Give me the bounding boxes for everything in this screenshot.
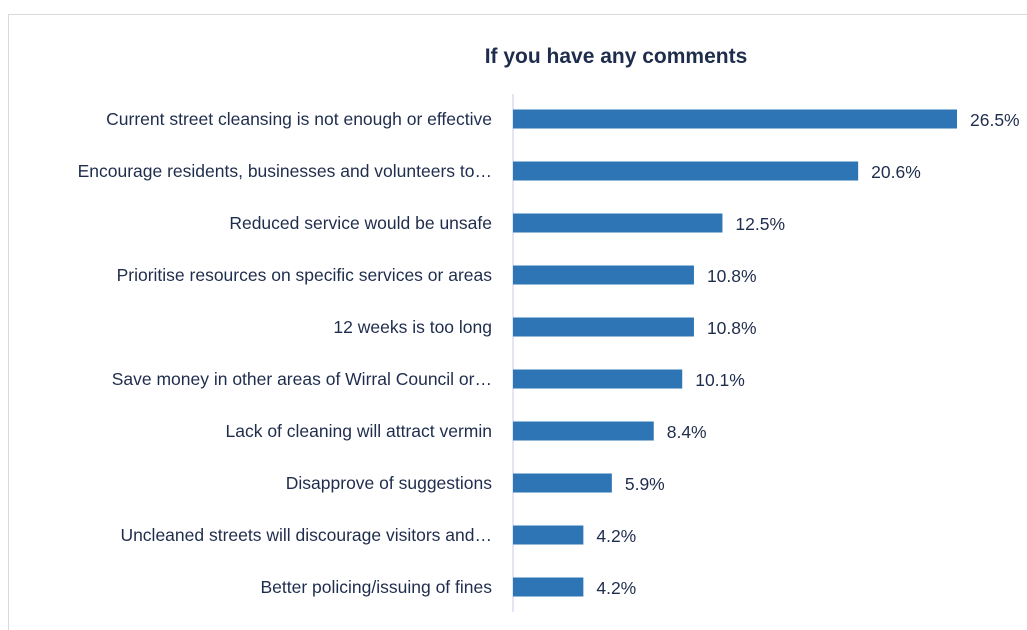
value-label-5: 10.1% bbox=[695, 370, 745, 390]
bars-group bbox=[513, 109, 957, 597]
bar-5 bbox=[513, 369, 683, 389]
category-label-9: Better policing/issuing of fines bbox=[260, 577, 492, 597]
value-label-1: 20.6% bbox=[871, 162, 921, 182]
category-label-3: Prioritise resources on specific service… bbox=[117, 265, 493, 285]
value-label-6: 8.4% bbox=[667, 422, 707, 442]
chart-title: If you have any comments bbox=[485, 45, 748, 68]
bar-4 bbox=[513, 317, 694, 337]
value-labels-group: 26.5% 20.6% 12.5% 10.8% 10.8% 10.1% 8.4% 5.9% 4.… bbox=[596, 110, 1019, 598]
category-label-4: 12 weeks is too long bbox=[333, 317, 492, 337]
category-label-2: Reduced service would be unsafe bbox=[229, 213, 492, 233]
bar-7 bbox=[513, 473, 612, 493]
bar-1 bbox=[513, 161, 859, 181]
category-label-0: Current street cleansing is not enough o… bbox=[106, 109, 492, 129]
category-label-5: Save money in other areas of Wirral Coun… bbox=[112, 369, 492, 389]
value-label-8: 4.2% bbox=[596, 526, 636, 546]
category-label-6: Lack of cleaning will attract vermin bbox=[226, 421, 493, 441]
chart-frame bbox=[8, 14, 1027, 630]
bar-8 bbox=[513, 525, 584, 545]
value-label-2: 12.5% bbox=[735, 214, 785, 234]
bar-6 bbox=[513, 421, 654, 441]
bar-2 bbox=[513, 213, 723, 233]
category-label-8: Uncleaned streets will discourage visito… bbox=[120, 525, 492, 545]
value-label-3: 10.8% bbox=[707, 266, 757, 286]
bar-9 bbox=[513, 577, 584, 597]
bar-3 bbox=[513, 265, 694, 285]
value-label-4: 10.8% bbox=[707, 318, 757, 338]
category-label-1: Encourage residents, businesses and volu… bbox=[78, 161, 492, 181]
category-label-7: Disapprove of suggestions bbox=[286, 473, 492, 493]
category-labels-group: Current street cleansing is not enough o… bbox=[78, 109, 493, 597]
value-label-9: 4.2% bbox=[596, 578, 636, 598]
value-label-0: 26.5% bbox=[970, 110, 1020, 130]
value-label-7: 5.9% bbox=[625, 474, 665, 494]
bar-0 bbox=[513, 109, 957, 129]
